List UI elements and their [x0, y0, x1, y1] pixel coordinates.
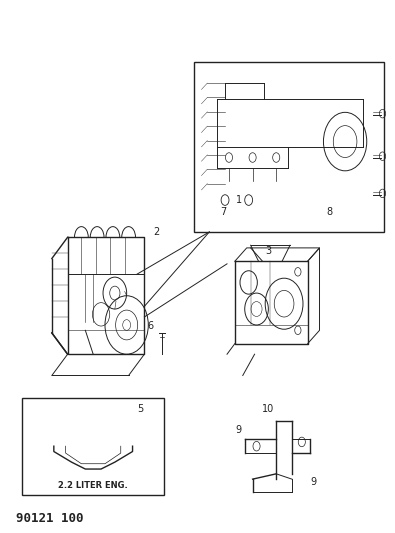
Text: 6: 6 — [147, 321, 153, 331]
Text: 1: 1 — [236, 195, 242, 205]
Text: 2: 2 — [153, 227, 159, 237]
Text: 9: 9 — [236, 425, 242, 435]
Bar — [23, 398, 164, 495]
Text: 90121 100: 90121 100 — [17, 512, 84, 525]
Text: 2.2 LITER ENG.: 2.2 LITER ENG. — [58, 481, 128, 490]
Bar — [194, 62, 384, 232]
Text: 3: 3 — [265, 246, 271, 255]
Text: 7: 7 — [220, 207, 226, 217]
Text: 9: 9 — [310, 477, 317, 487]
Text: 5: 5 — [137, 404, 143, 414]
Text: 10: 10 — [262, 404, 275, 414]
Text: 8: 8 — [326, 207, 333, 217]
